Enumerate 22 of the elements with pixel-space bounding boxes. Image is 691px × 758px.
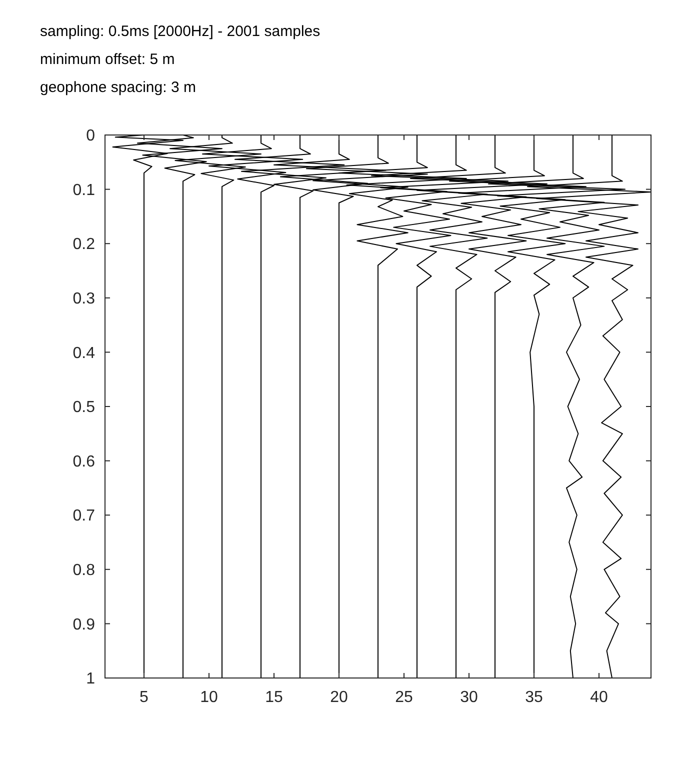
y-tick-label: 0.4 <box>72 344 96 362</box>
y-tick-label: 0.9 <box>72 616 96 634</box>
x-tick-label: 20 <box>330 689 348 706</box>
chart-title: sampling: 0.5ms [2000Hz] - 2001 samples <box>40 23 320 40</box>
text: geophone spacing: 3 m <box>40 79 196 96</box>
y-tick-label: 0.8 <box>72 562 96 579</box>
x-tick-label: 25 <box>395 689 413 706</box>
y-tick-label: 0.5 <box>72 399 96 416</box>
y-tick-label: 0.7 <box>72 508 96 525</box>
x-tick-label: 10 <box>200 689 218 706</box>
x-tick-label: 40 <box>590 689 608 706</box>
x-tick-label: 15 <box>265 689 283 706</box>
y-tick-label: 0.2 <box>72 236 96 254</box>
x-tick-label: 5 <box>140 689 149 706</box>
y-tick-label: 0 <box>86 128 96 145</box>
x-tick-label: 30 <box>460 689 478 706</box>
y-tick-label: 0.6 <box>72 453 96 470</box>
x-tick-label: 35 <box>525 689 543 706</box>
chart-subtitle: minimum offset: 5 m <box>40 51 175 68</box>
y-tick-label: 1 <box>86 670 96 688</box>
y-tick-label: 0.3 <box>72 290 96 308</box>
y-tick-label: 0.1 <box>72 182 96 199</box>
